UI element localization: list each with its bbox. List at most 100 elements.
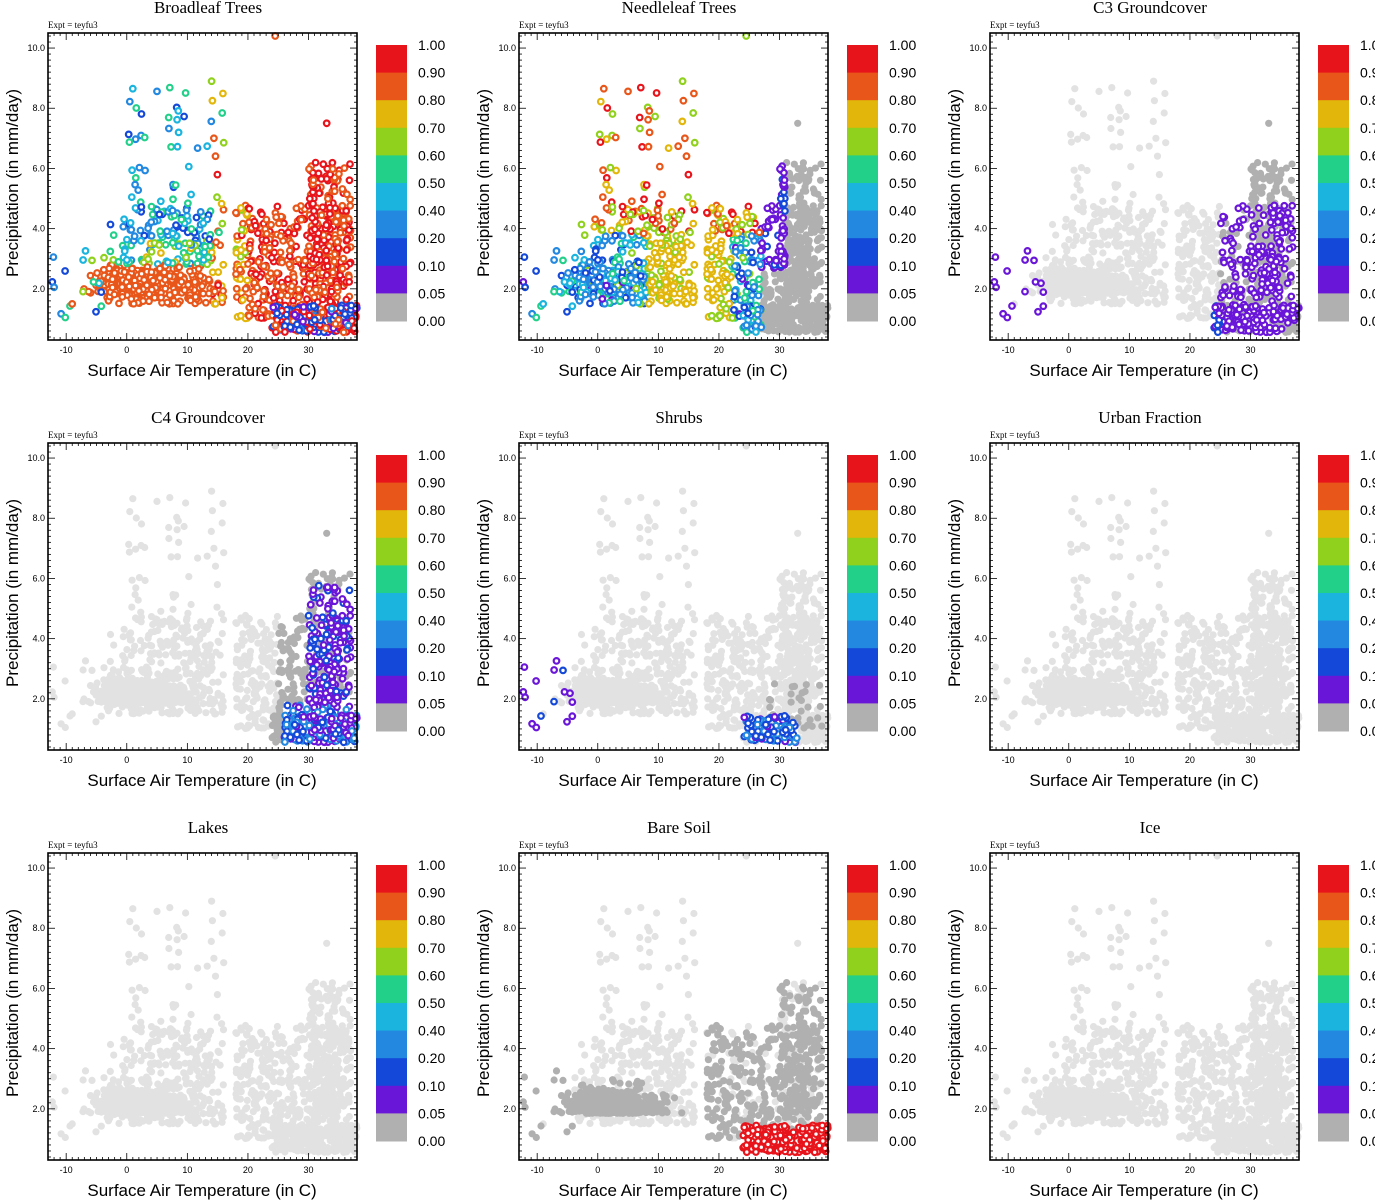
data-point: [805, 244, 813, 252]
data-point: [310, 207, 318, 215]
background-point: [1129, 225, 1137, 233]
data-point: [217, 199, 226, 208]
background-point: [1098, 227, 1106, 235]
background-point: [1057, 299, 1065, 307]
data-point: [664, 144, 673, 153]
data-point: [326, 203, 334, 212]
background-point: [1143, 243, 1151, 251]
data-point: [174, 106, 183, 115]
data-point: [596, 138, 605, 147]
data-point: [580, 231, 589, 240]
data-point: [638, 142, 646, 151]
background-point: [1083, 133, 1091, 142]
data-point: [262, 215, 271, 224]
data-point: [120, 215, 128, 224]
background-point: [1116, 300, 1124, 308]
data-point: [550, 256, 558, 264]
data-point: [685, 281, 693, 290]
data-point: [331, 320, 340, 328]
data-point: [634, 298, 643, 307]
background-point: [1086, 255, 1094, 263]
data-point: [618, 247, 627, 256]
background-point: [1069, 226, 1077, 234]
data-point: [812, 310, 820, 318]
data-point: [755, 275, 763, 284]
data-point: [130, 232, 139, 241]
data-point: [743, 213, 752, 222]
data-point: [733, 215, 742, 224]
data-point: [187, 225, 196, 233]
data-point: [327, 287, 336, 296]
data-point: [738, 253, 747, 262]
background-point: [1147, 235, 1155, 243]
colorbar: 1.000.900.800.700.600.500.400.200.100.05…: [847, 37, 916, 329]
data-point: [326, 276, 335, 285]
background-point: [1128, 296, 1137, 304]
background-point: [1162, 139, 1170, 147]
data-point: [93, 269, 101, 277]
data-point: [345, 278, 354, 286]
data-point: [135, 163, 144, 172]
colorbar-swatch: [376, 293, 407, 322]
data-point: [321, 288, 329, 297]
data-point: [161, 284, 170, 293]
data-point: [627, 227, 636, 236]
data-point: [645, 106, 654, 115]
background-point: [1117, 128, 1125, 136]
data-point: [591, 215, 599, 224]
data-point: [657, 296, 666, 305]
data-point: [303, 295, 311, 304]
data-point: [602, 173, 611, 182]
background-point: [1160, 220, 1168, 228]
data-point: [207, 117, 216, 126]
data-point: [186, 296, 195, 305]
data-point: [193, 144, 202, 153]
data-point: [747, 248, 756, 257]
data-point: [333, 237, 342, 246]
data-point: [182, 253, 191, 262]
data-point: [560, 278, 569, 286]
background-point: [1060, 283, 1068, 291]
background-point: [1140, 282, 1148, 290]
data-point: [690, 89, 698, 98]
data-point: [326, 297, 335, 306]
data-point: [305, 311, 314, 320]
background-point: [1089, 203, 1098, 211]
data-point: [100, 253, 108, 262]
data-point: [309, 176, 318, 185]
data-point: [175, 263, 184, 272]
colorbar-swatch: [847, 72, 878, 101]
data-point: [290, 273, 298, 282]
background-point: [1067, 282, 1075, 290]
data-point: [326, 210, 334, 218]
background-point: [1062, 215, 1070, 223]
x-tick-label: 0: [595, 345, 600, 355]
data-point: [570, 265, 579, 274]
data-point: [212, 238, 221, 247]
data-point: [205, 235, 214, 244]
data-point: [807, 271, 815, 279]
background-point: [1137, 265, 1145, 273]
data-point: [174, 242, 183, 251]
background-point: [1128, 239, 1136, 247]
data-point: [656, 239, 665, 248]
colorbar-label: 1.00: [418, 37, 445, 53]
data-point: [161, 240, 170, 249]
background-point: [1050, 283, 1059, 292]
data-point: [579, 283, 588, 292]
data-point: [89, 278, 98, 286]
data-point: [601, 232, 610, 241]
data-point: [714, 276, 723, 285]
data-point: [816, 278, 824, 286]
data-point: [716, 204, 725, 213]
background-point: [1139, 208, 1147, 216]
data-point: [618, 268, 627, 277]
data-point: [766, 326, 774, 334]
data-point: [781, 302, 789, 310]
data-point: [645, 299, 653, 308]
background-point: [1062, 268, 1071, 276]
data-point: [602, 204, 611, 212]
data-point: [81, 246, 90, 255]
data-point: [167, 142, 176, 151]
data-point: [703, 270, 711, 279]
